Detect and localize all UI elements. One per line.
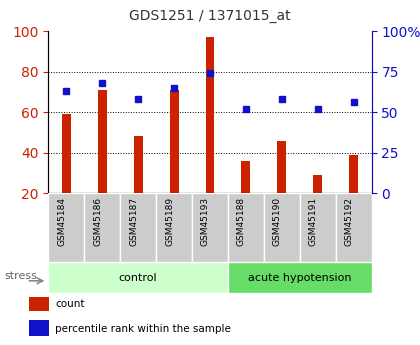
Bar bbox=[277, 140, 286, 193]
Bar bbox=[48, 262, 228, 293]
Bar bbox=[84, 193, 120, 262]
Text: GSM45187: GSM45187 bbox=[129, 197, 138, 246]
Bar bbox=[300, 193, 336, 262]
Text: GSM45193: GSM45193 bbox=[201, 197, 210, 246]
Text: GSM45184: GSM45184 bbox=[57, 197, 66, 246]
Text: GSM45191: GSM45191 bbox=[309, 197, 318, 246]
Text: GSM45190: GSM45190 bbox=[273, 197, 282, 246]
Bar bbox=[241, 161, 250, 193]
Bar bbox=[29, 295, 50, 311]
Bar bbox=[349, 155, 358, 193]
Text: GSM45186: GSM45186 bbox=[93, 197, 102, 246]
Text: stress: stress bbox=[4, 271, 37, 281]
Bar bbox=[98, 90, 107, 193]
Bar bbox=[264, 193, 300, 262]
Bar bbox=[313, 175, 322, 193]
Bar bbox=[192, 193, 228, 262]
Bar bbox=[228, 262, 372, 293]
Bar bbox=[228, 193, 264, 262]
Bar bbox=[62, 114, 71, 193]
Bar bbox=[29, 320, 50, 336]
Bar bbox=[48, 193, 84, 262]
Bar bbox=[336, 193, 372, 262]
Bar bbox=[170, 90, 178, 193]
Text: acute hypotension: acute hypotension bbox=[248, 273, 352, 283]
Text: GSM45188: GSM45188 bbox=[237, 197, 246, 246]
Text: GSM45192: GSM45192 bbox=[345, 197, 354, 246]
Text: control: control bbox=[119, 273, 158, 283]
Bar bbox=[120, 193, 156, 262]
Bar bbox=[205, 37, 215, 193]
Text: percentile rank within the sample: percentile rank within the sample bbox=[55, 324, 231, 334]
Text: count: count bbox=[55, 299, 84, 309]
Text: GDS1251 / 1371015_at: GDS1251 / 1371015_at bbox=[129, 9, 291, 23]
Text: GSM45189: GSM45189 bbox=[165, 197, 174, 246]
Bar bbox=[134, 136, 143, 193]
Bar bbox=[156, 193, 192, 262]
